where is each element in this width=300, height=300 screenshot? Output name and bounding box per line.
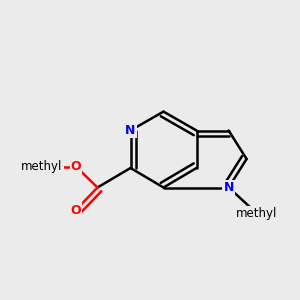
Text: O: O <box>70 160 81 173</box>
Text: methyl: methyl <box>21 160 63 173</box>
Text: N: N <box>125 124 136 137</box>
Text: methyl: methyl <box>236 206 277 220</box>
Text: N: N <box>224 181 234 194</box>
Text: O: O <box>70 203 81 217</box>
